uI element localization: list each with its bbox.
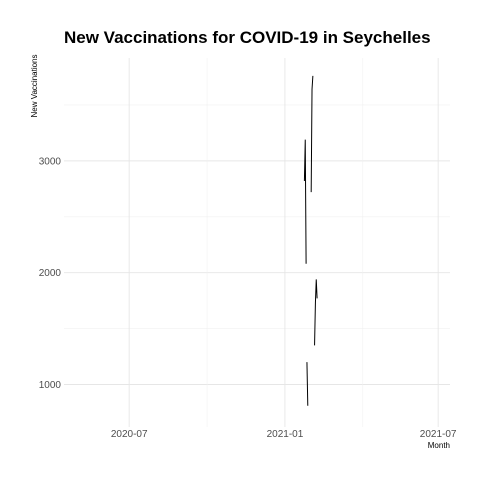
series-line-segment	[311, 76, 313, 192]
x-axis-label: Month	[428, 441, 450, 450]
y-tick-label: 1000	[39, 380, 62, 391]
x-tick-label: 2020-07	[111, 429, 148, 440]
y-tick-label: 2000	[39, 268, 62, 279]
series-line-segment	[315, 279, 318, 345]
chart-title: New Vaccinations for COVID-19 in Seychel…	[64, 28, 431, 47]
y-axis-label: New Vaccinations	[30, 55, 39, 118]
series-line-segment	[307, 362, 308, 406]
x-tick-label: 2021-01	[267, 429, 304, 440]
y-tick-label: 3000	[39, 156, 62, 167]
x-tick-label: 2021-07	[420, 429, 457, 440]
grid	[64, 58, 450, 427]
series-line-segment	[304, 140, 306, 264]
series-group	[304, 76, 317, 406]
tick-labels: 1000 2000 3000 2020-07 2021-01 2021-07	[39, 156, 457, 440]
